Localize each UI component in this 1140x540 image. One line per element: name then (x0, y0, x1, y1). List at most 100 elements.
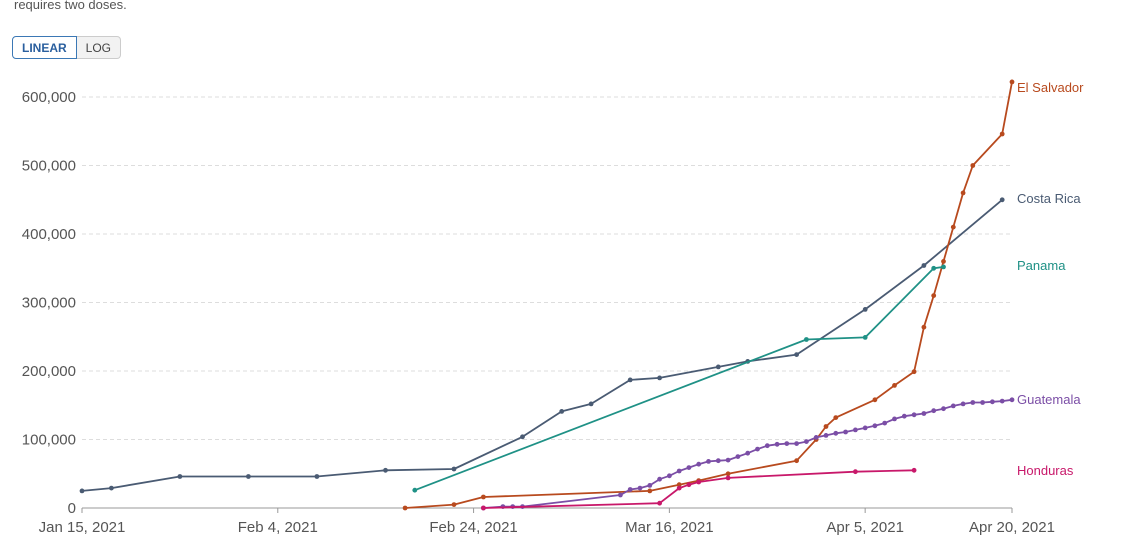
scale-toggle: LINEAR LOG (12, 36, 122, 59)
data-point-guatemala (755, 446, 760, 452)
data-point-guatemala (931, 408, 937, 414)
data-point-guatemala (853, 427, 858, 433)
data-point-costa-rica (520, 434, 525, 440)
data-point-guatemala (657, 476, 662, 482)
data-point-el-salvador (833, 415, 839, 420)
data-point-guatemala (990, 399, 995, 405)
data-point-el-salvador (892, 383, 897, 388)
data-point-el-salvador (999, 131, 1005, 137)
data-point-guatemala (774, 441, 780, 447)
data-point-guatemala (892, 416, 897, 422)
data-point-guatemala (823, 433, 829, 438)
data-point-costa-rica (451, 466, 457, 472)
data-point-guatemala (911, 412, 917, 418)
data-point-costa-rica (559, 409, 565, 414)
series-label-guatemala: Guatemala (1017, 392, 1081, 407)
data-point-honduras (686, 482, 692, 488)
grid (82, 96, 1012, 440)
data-point-guatemala (794, 441, 799, 446)
data-point-guatemala (862, 425, 868, 431)
data-point-guatemala (725, 457, 731, 463)
data-point-el-salvador (941, 259, 946, 264)
data-point-guatemala (833, 430, 839, 436)
data-point-costa-rica (794, 352, 799, 357)
series-panama (412, 264, 946, 493)
series-line-el-salvador (405, 81, 1013, 509)
x-tick-label: Jan 15, 2021 (39, 519, 126, 536)
data-point-el-salvador (960, 190, 966, 196)
series-honduras (481, 467, 917, 511)
data-point-costa-rica (383, 467, 388, 473)
data-point-el-salvador (451, 502, 457, 507)
y-tick-label: 600,000 (22, 89, 76, 106)
data-point-el-salvador (676, 482, 682, 488)
series-label-costa-rica: Costa Rica (1017, 191, 1081, 206)
y-axis: 0 100,000 200,000 300,000 400,000 500,000 600,… (22, 89, 76, 517)
x-axis: Jan 15, 2021 Feb 4, 2021 Feb 24, 2021 Mar 1… (39, 507, 1055, 536)
data-point-panama (931, 265, 937, 271)
data-point-el-salvador (1009, 79, 1015, 85)
series-line-honduras (483, 469, 915, 509)
chart-note: requires two doses. (14, 0, 127, 12)
series-label-honduras: Honduras (1017, 463, 1074, 478)
data-point-costa-rica (177, 474, 183, 479)
data-point-honduras (911, 467, 917, 473)
series-lines (79, 79, 1015, 511)
data-point-honduras (725, 475, 731, 481)
data-point-honduras (853, 469, 858, 475)
data-point-el-salvador (725, 471, 731, 477)
data-point-el-salvador (911, 369, 917, 375)
data-point-el-salvador (872, 397, 878, 403)
data-point-guatemala (999, 398, 1005, 404)
data-point-costa-rica (657, 375, 662, 381)
data-point-guatemala (950, 403, 956, 409)
x-tick-label: Feb 24, 2021 (429, 519, 517, 536)
series-labels: Costa Rica El Salvador Panama Guatemala Hond… (1017, 80, 1084, 478)
data-point-costa-rica (246, 474, 251, 479)
data-point-guatemala (735, 454, 741, 459)
data-point-costa-rica (109, 485, 114, 491)
data-point-el-salvador (921, 324, 927, 330)
data-point-el-salvador (950, 224, 956, 230)
data-point-costa-rica (588, 401, 594, 407)
y-tick-label: 400,000 (22, 226, 76, 243)
series-costa-rica (79, 197, 1005, 494)
data-point-costa-rica (862, 307, 868, 312)
data-point-guatemala (960, 401, 966, 407)
data-point-guatemala (715, 458, 721, 464)
data-point-costa-rica (627, 377, 633, 383)
series-el-salvador (402, 79, 1015, 511)
data-point-costa-rica (999, 197, 1005, 203)
series-label-panama: Panama (1017, 258, 1066, 273)
data-point-guatemala (804, 439, 809, 444)
data-point-honduras (676, 485, 682, 491)
data-point-guatemala (882, 420, 888, 426)
data-point-guatemala (980, 400, 985, 405)
y-tick-label: 0 (68, 500, 76, 517)
series-label-el-salvador: El Salvador (1017, 80, 1084, 95)
data-point-panama (412, 487, 418, 493)
data-point-guatemala (901, 413, 907, 419)
data-point-guatemala (1009, 397, 1015, 403)
data-point-guatemala (970, 400, 976, 405)
data-point-guatemala (872, 423, 878, 429)
data-point-guatemala (696, 461, 702, 467)
data-point-guatemala (667, 473, 672, 479)
y-tick-label: 500,000 (22, 158, 76, 175)
x-tick-label: Apr 20, 2021 (969, 519, 1055, 536)
log-scale-button[interactable]: LOG (76, 36, 122, 59)
data-point-guatemala (784, 441, 790, 446)
series-guatemala (481, 397, 1015, 511)
data-point-el-salvador (970, 163, 976, 168)
data-point-honduras (657, 500, 662, 506)
data-point-costa-rica (314, 474, 320, 479)
data-point-el-salvador (402, 505, 408, 511)
data-point-guatemala (941, 406, 946, 412)
data-point-el-salvador (931, 293, 937, 298)
data-point-honduras (696, 479, 702, 485)
data-point-el-salvador (647, 488, 653, 494)
linear-scale-button[interactable]: LINEAR (12, 36, 77, 59)
data-point-el-salvador (481, 494, 486, 500)
x-tick-label: Apr 5, 2021 (826, 519, 904, 536)
data-point-guatemala (676, 468, 682, 474)
